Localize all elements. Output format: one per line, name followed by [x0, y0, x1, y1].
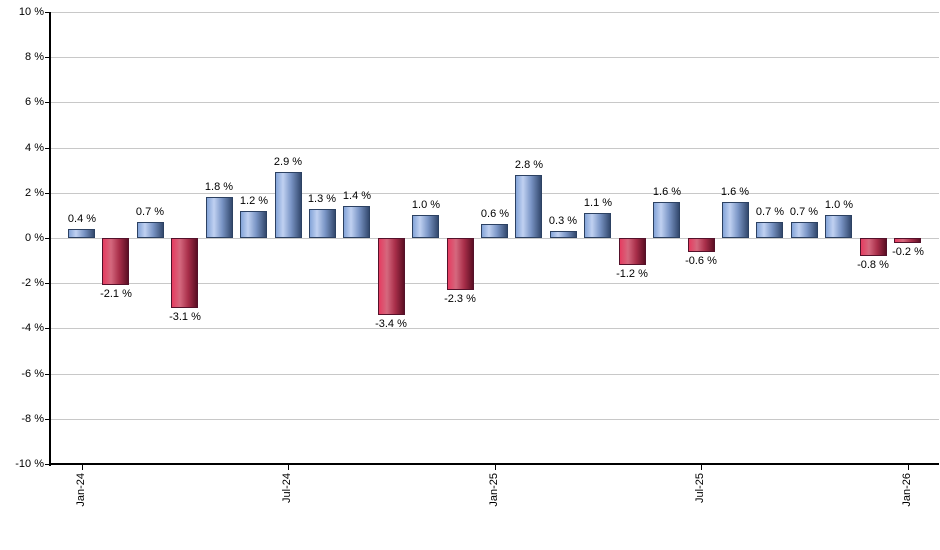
gridline [49, 193, 939, 194]
y-axis-tick [45, 57, 49, 58]
y-axis-label: -2 % [21, 277, 44, 289]
bar-Apr-24 [171, 238, 198, 308]
gridline [49, 238, 939, 239]
bar-Nov-24 [412, 215, 439, 238]
y-axis-label: 6 % [25, 96, 44, 108]
x-axis-line [49, 463, 939, 465]
x-axis-label: Jan-26 [901, 473, 913, 507]
bar-value-label: -0.8 % [857, 259, 889, 271]
bar-value-label: 2.8 % [514, 159, 544, 171]
y-axis-tick [45, 328, 49, 329]
bar-Jun-24 [240, 211, 267, 238]
bar-Nov-25 [825, 215, 852, 238]
gridline [49, 102, 939, 103]
bar-Jun-25 [653, 202, 680, 238]
y-axis-tick [45, 12, 49, 13]
y-axis-tick [45, 374, 49, 375]
bar-value-label: -1.2 % [616, 268, 648, 280]
bar-Mar-24 [137, 222, 164, 238]
bar-Oct-24 [378, 238, 405, 315]
bar-Sep-25 [756, 222, 783, 238]
bar-value-label: -2.1 % [100, 288, 132, 300]
x-axis-tick [288, 465, 289, 470]
x-axis-label: Jul-24 [281, 473, 293, 503]
y-axis-label: 8 % [25, 51, 44, 63]
bar-Apr-25 [584, 213, 611, 238]
bar-value-label: 0.7 % [135, 206, 165, 218]
x-axis-tick [701, 465, 702, 470]
bar-value-label: 1.3 % [307, 193, 337, 205]
bar-value-label: 0.7 % [789, 206, 819, 218]
gridline [49, 374, 939, 375]
y-axis-label: 2 % [25, 187, 44, 199]
bar-Feb-24 [102, 238, 129, 285]
bar-value-label: 1.8 % [204, 181, 234, 193]
bar-value-label: 1.0 % [824, 199, 854, 211]
y-axis-tick [45, 148, 49, 149]
bar-Dec-25 [860, 238, 887, 256]
bar-Aug-25 [722, 202, 749, 238]
bar-Jan-24 [68, 229, 95, 238]
x-axis-label: Jul-25 [694, 473, 706, 503]
bar-value-label: 0.7 % [755, 206, 785, 218]
bar-Aug-24 [309, 209, 336, 238]
y-axis-label: -10 % [15, 458, 44, 470]
bar-value-label: 1.1 % [583, 197, 613, 209]
y-axis-line [49, 12, 51, 466]
bar-May-24 [206, 197, 233, 238]
bar-Sep-24 [343, 206, 370, 238]
bar-value-label: 0.4 % [67, 213, 97, 225]
bar-Dec-24 [447, 238, 474, 290]
y-axis-label: -4 % [21, 322, 44, 334]
bar-Jul-24 [275, 172, 302, 238]
gridline [49, 283, 939, 284]
bar-value-label: -0.6 % [685, 255, 717, 267]
x-axis-tick [82, 465, 83, 470]
y-axis-label: 10 % [18, 6, 44, 18]
bar-Mar-25 [550, 231, 577, 238]
bar-value-label: -2.3 % [444, 293, 476, 305]
bar-Feb-25 [515, 175, 542, 238]
y-axis-tick [45, 238, 49, 239]
bar-value-label: 1.6 % [652, 186, 682, 198]
y-axis-tick [45, 193, 49, 194]
gridline [49, 57, 939, 58]
bar-value-label: 1.0 % [411, 199, 441, 211]
bar-value-label: -3.4 % [375, 318, 407, 330]
y-axis-tick [45, 419, 49, 420]
bar-value-label: 0.6 % [480, 208, 510, 220]
x-axis-tick [908, 465, 909, 470]
bar-value-label: 1.2 % [239, 195, 269, 207]
y-axis-label: -6 % [21, 368, 44, 380]
x-axis-label: Jan-24 [75, 473, 87, 507]
bar-value-label: 1.4 % [342, 190, 372, 202]
y-axis-tick [45, 283, 49, 284]
bar-value-label: -3.1 % [169, 311, 201, 323]
y-axis-label: 0 % [25, 232, 44, 244]
y-axis-tick [45, 102, 49, 103]
y-axis-label: 4 % [25, 142, 44, 154]
bar-Jul-25 [688, 238, 715, 252]
bar-value-label: 1.6 % [720, 186, 750, 198]
gridline [49, 148, 939, 149]
bar-May-25 [619, 238, 646, 265]
gridline [49, 419, 939, 420]
x-axis-label: Jan-25 [488, 473, 500, 507]
gridline [49, 328, 939, 329]
bar-Jan-25 [481, 224, 508, 238]
bar-Oct-25 [791, 222, 818, 238]
y-axis-label: -8 % [21, 413, 44, 425]
y-axis-tick [45, 464, 49, 465]
bar-value-label: 2.9 % [273, 156, 303, 168]
bar-value-label: -0.2 % [892, 246, 924, 258]
bar-value-label: 0.3 % [548, 215, 578, 227]
gridline [49, 12, 939, 13]
x-axis-tick [495, 465, 496, 470]
bar-Jan-26 [894, 238, 921, 243]
